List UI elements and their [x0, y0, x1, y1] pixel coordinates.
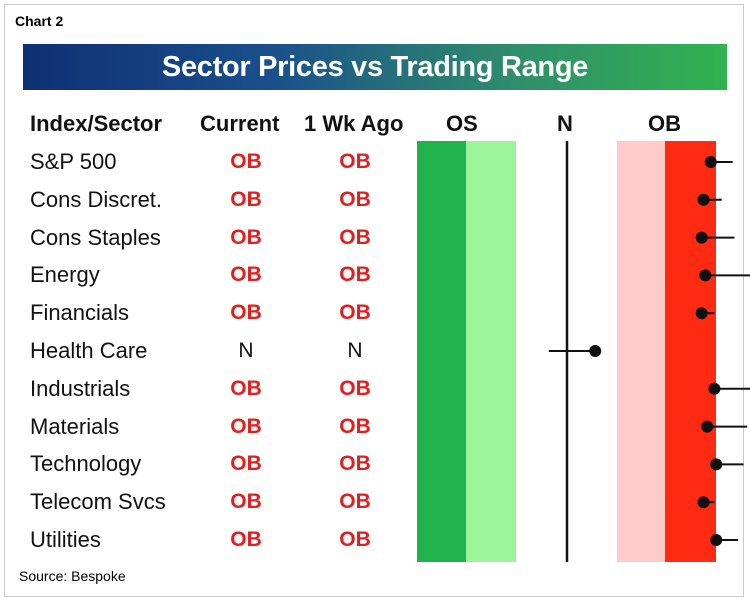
current-status-utilities: OB [230, 528, 262, 551]
header-index-sector: Index/Sector [30, 111, 163, 136]
current-status-energy: OB [230, 263, 262, 287]
sector-name-financials: Financials [30, 300, 130, 326]
os-zone-dark-band [417, 141, 466, 562]
range-dot-industrials [708, 382, 721, 395]
week-ago-status-cons-discret: OB [339, 187, 371, 211]
sector-name-s-p-500: S&P 500 [30, 149, 117, 174]
current-status-telecom-svcs: OB [230, 490, 262, 514]
sector-name-technology: Technology [30, 451, 142, 477]
sector-name-cons-staples: Cons Staples [30, 224, 161, 250]
current-status-s-p-500: OB [230, 150, 262, 173]
week-ago-status-energy: OB [339, 263, 371, 287]
sector-name-utilities: Utilities [30, 527, 101, 552]
week-ago-status-cons-staples: OB [339, 225, 371, 249]
range-dot-energy [699, 269, 712, 282]
source-note: Source: Bespoke [19, 568, 126, 584]
chart-title: Sector Prices vs Trading Range [161, 50, 589, 83]
header-current: Current [200, 111, 280, 136]
sector-name-materials: Materials [30, 413, 120, 439]
header-n: N [557, 111, 573, 136]
range-dot-health-care [589, 345, 602, 357]
week-ago-status-industrials: OB [339, 376, 371, 400]
sector-name-industrials: Industrials [30, 375, 131, 401]
week-ago-status-materials: OB [339, 414, 371, 438]
range-dot-materials [701, 420, 714, 433]
current-status-cons-discret: OB [230, 187, 262, 211]
range-dot-telecom-svcs [697, 496, 710, 509]
current-status-technology: OB [230, 452, 262, 476]
week-ago-status-utilities: OB [339, 528, 371, 551]
sector-name-telecom-svcs: Telecom Svcs [30, 489, 166, 515]
range-dot-utilities [710, 534, 723, 546]
range-dot-cons-staples [695, 231, 708, 244]
ob-zone-light-band [617, 141, 665, 562]
sector-name-energy: Energy [30, 262, 100, 288]
chart-frame [4, 4, 744, 597]
chart-number-label: Chart 2 [15, 13, 64, 29]
title-banner: Sector Prices vs Trading Range [23, 44, 727, 90]
week-ago-status-technology: OB [339, 452, 371, 476]
current-status-materials: OB [230, 414, 262, 438]
current-status-health-care: N [238, 339, 254, 362]
header-ob: OB [648, 111, 681, 136]
sector-name-health-care: Health Care [30, 338, 148, 363]
current-status-cons-staples: OB [230, 225, 262, 249]
range-dot-s-p-500 [704, 156, 717, 168]
ob-zone-dark-band [665, 141, 716, 562]
header-os: OS [446, 111, 478, 136]
current-status-financials: OB [230, 301, 262, 325]
current-status-industrials: OB [230, 376, 262, 400]
range-dot-cons-discret [697, 193, 710, 206]
week-ago-status-s-p-500: OB [339, 150, 371, 173]
range-dot-technology [710, 458, 723, 471]
week-ago-status-telecom-svcs: OB [339, 490, 371, 514]
week-ago-status-financials: OB [339, 301, 371, 325]
header-week-ago: 1 Wk Ago [304, 111, 404, 136]
range-dot-financials [695, 307, 708, 320]
sector-name-cons-discret: Cons Discret. [30, 186, 163, 212]
week-ago-status-health-care: N [347, 339, 363, 362]
os-zone-light-band [466, 141, 516, 562]
